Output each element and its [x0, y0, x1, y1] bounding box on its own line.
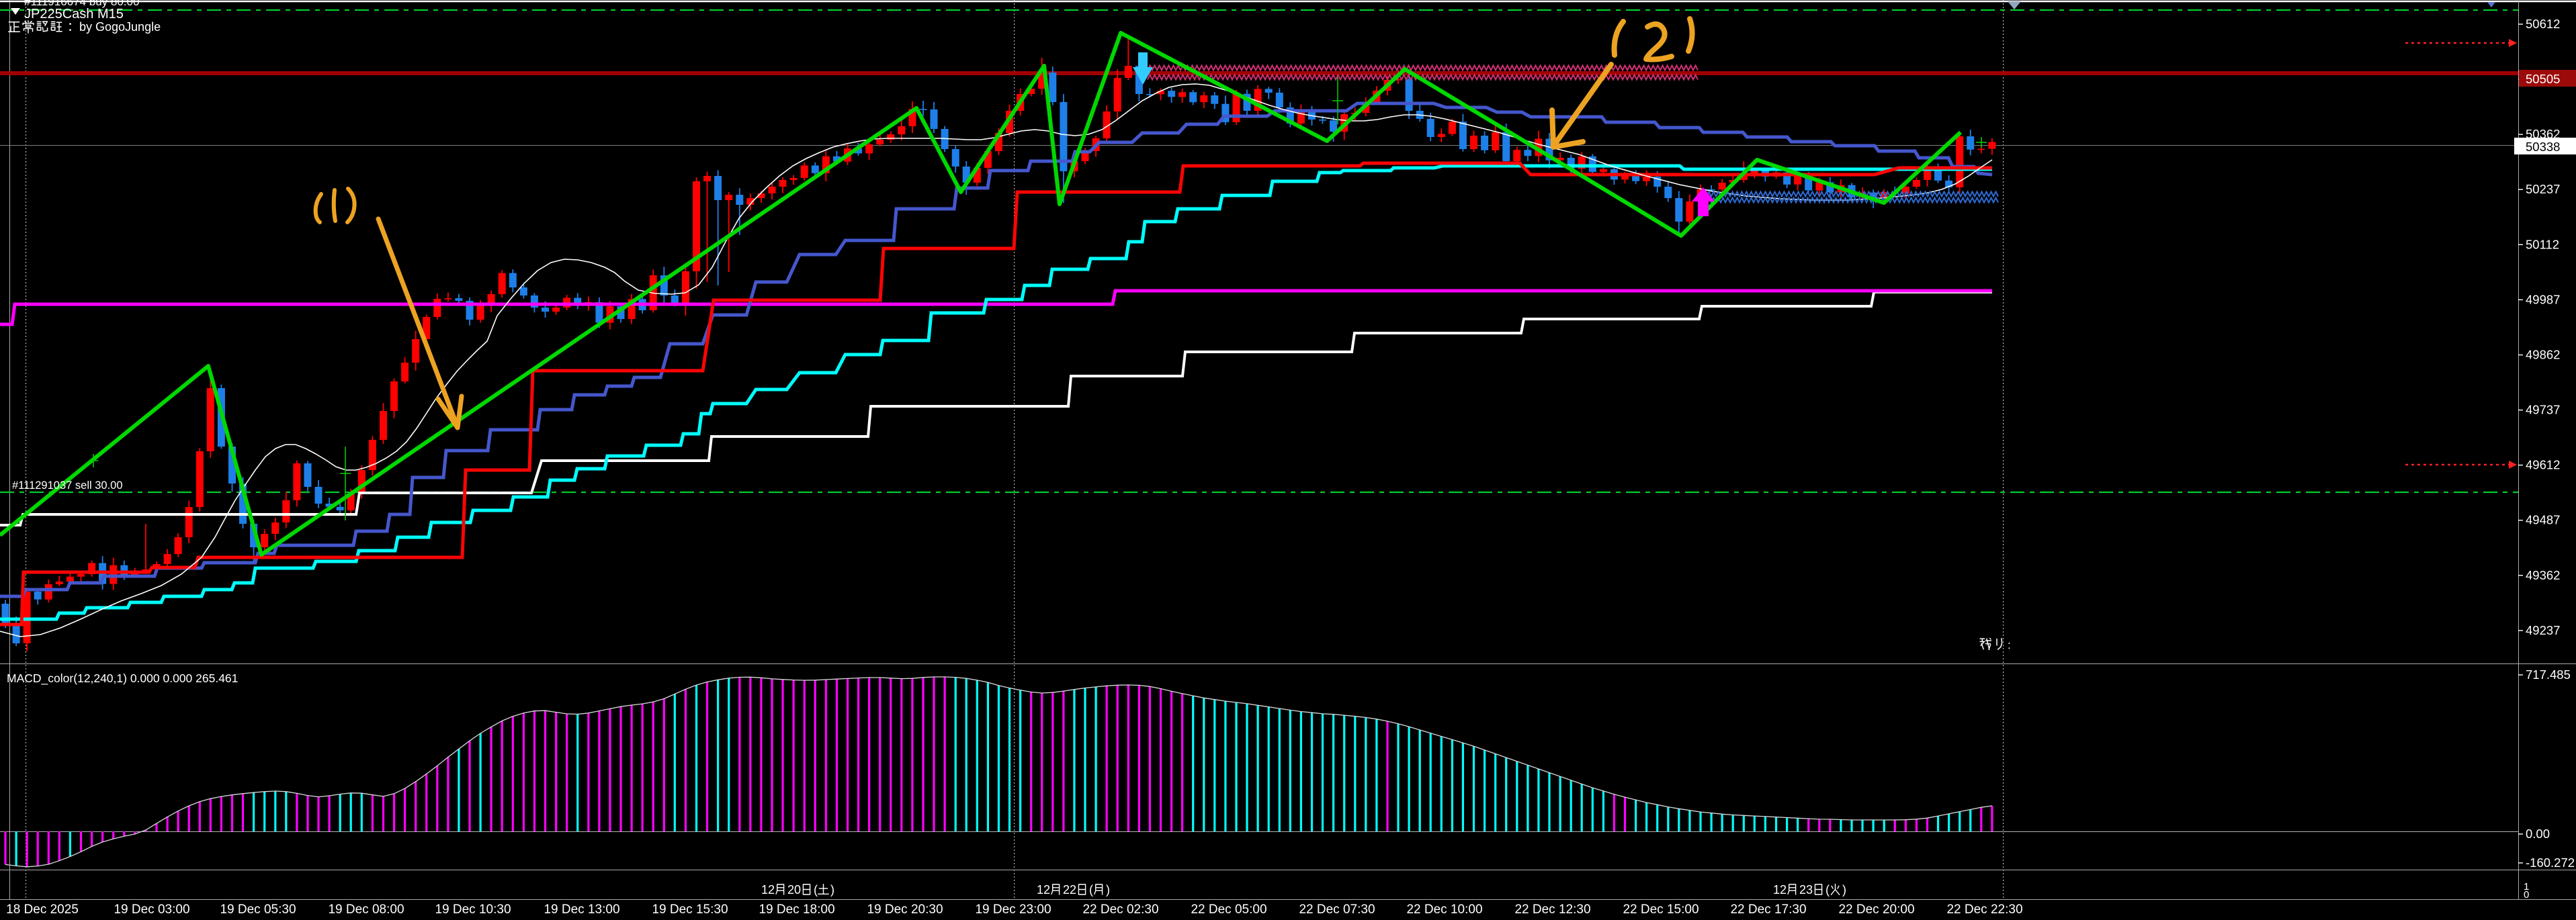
svg-text:22 Dec 15:00: 22 Dec 15:00 [1623, 903, 1699, 917]
svg-text:19 Dec 20:30: 19 Dec 20:30 [867, 903, 943, 917]
svg-text:(: ( [1826, 883, 1830, 896]
svg-text:50237: 50237 [2526, 182, 2560, 196]
svg-text:50362: 50362 [2526, 127, 2560, 141]
svg-text:0.00: 0.00 [2526, 827, 2550, 841]
svg-text:717.485: 717.485 [2526, 668, 2571, 682]
svg-text:22 Dec 22:30: 22 Dec 22:30 [1946, 903, 2022, 917]
svg-text:19 Dec 05:30: 19 Dec 05:30 [220, 903, 296, 917]
svg-text:22 Dec 05:00: 22 Dec 05:00 [1191, 903, 1266, 917]
svg-text:50112: 50112 [2526, 237, 2559, 251]
svg-text:): ) [1842, 883, 1846, 896]
svg-text:22: 22 [1063, 883, 1076, 896]
svg-text:49612: 49612 [2526, 458, 2560, 472]
svg-text:22 Dec 17:30: 22 Dec 17:30 [1730, 903, 1806, 917]
svg-text:): ) [830, 883, 834, 896]
svg-text:0: 0 [2524, 889, 2529, 901]
svg-text:23: 23 [1799, 883, 1813, 896]
svg-text:#111916674 buy 80.00: #111916674 buy 80.00 [24, 0, 139, 8]
svg-text:#111291037 sell 30.00: #111291037 sell 30.00 [12, 479, 123, 492]
svg-text:19 Dec 15:30: 19 Dec 15:30 [652, 903, 728, 917]
svg-text::: : [2008, 639, 2011, 651]
svg-text:19 Dec 13:00: 19 Dec 13:00 [544, 903, 619, 917]
svg-text:(: ( [1089, 883, 1093, 896]
svg-text:19 Dec 08:00: 19 Dec 08:00 [328, 903, 404, 917]
svg-text:12: 12 [761, 883, 775, 896]
svg-text:：by GogoJungle: ：by GogoJungle [67, 20, 161, 34]
svg-text:19 Dec 18:00: 19 Dec 18:00 [759, 903, 834, 917]
svg-text:MACD_color(12,240,1) 0.000 0.0: MACD_color(12,240,1) 0.000 0.000 265.461 [7, 672, 238, 686]
svg-text:49362: 49362 [2526, 568, 2560, 582]
svg-text:(: ( [814, 883, 818, 896]
svg-text:50612: 50612 [2526, 17, 2560, 31]
svg-text:49237: 49237 [2526, 623, 2560, 637]
svg-text:12: 12 [1037, 883, 1050, 896]
svg-text:1: 1 [2524, 881, 2529, 892]
svg-text:49487: 49487 [2526, 513, 2560, 527]
svg-text:50338: 50338 [2526, 140, 2560, 154]
svg-text:22 Dec 12:30: 22 Dec 12:30 [1514, 903, 1590, 917]
svg-text:): ) [1106, 883, 1110, 896]
svg-text:49862: 49862 [2526, 347, 2560, 361]
svg-text:20: 20 [787, 883, 801, 896]
svg-text:18 Dec 2025: 18 Dec 2025 [6, 903, 79, 917]
svg-text:22 Dec 10:00: 22 Dec 10:00 [1406, 903, 1482, 917]
svg-text:12: 12 [1773, 883, 1787, 896]
svg-text:49987: 49987 [2526, 292, 2560, 306]
svg-text:22 Dec 20:00: 22 Dec 20:00 [1838, 903, 1914, 917]
svg-text:50505: 50505 [2526, 72, 2560, 86]
svg-text:49737: 49737 [2526, 403, 2560, 417]
svg-text:JP225Cash M15: JP225Cash M15 [24, 7, 124, 21]
svg-text:-160.272: -160.272 [2526, 856, 2575, 870]
svg-text:22 Dec 07:30: 22 Dec 07:30 [1299, 903, 1375, 917]
svg-text:19 Dec 03:00: 19 Dec 03:00 [114, 903, 189, 917]
svg-text:19 Dec 10:30: 19 Dec 10:30 [435, 903, 511, 917]
svg-text:22 Dec 02:30: 22 Dec 02:30 [1082, 903, 1158, 917]
svg-text:19 Dec 23:00: 19 Dec 23:00 [975, 903, 1051, 917]
